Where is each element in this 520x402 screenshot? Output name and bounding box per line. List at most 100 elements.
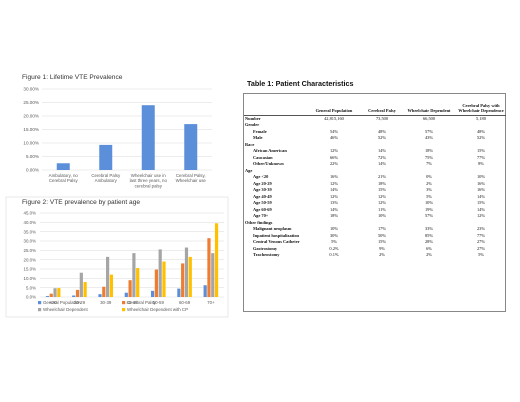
- cell-value: 48%: [476, 128, 486, 134]
- table-row: Age <20 16% 21% 0% 10%: [244, 174, 506, 181]
- y-tick-label: 30.00%: [23, 87, 39, 92]
- table-body: Number 42,815,160 73,500 66,500 5,180 Gender F…: [244, 114, 506, 259]
- y-tick-label: 25.00%: [23, 100, 39, 105]
- table-row: Other findings: [244, 220, 506, 227]
- cell-value: 12%: [329, 148, 339, 153]
- x-tick-label: 70+: [207, 300, 215, 305]
- x-tick-label: 40-49: [126, 300, 138, 305]
- y-tick-label: 5.00%: [26, 154, 39, 159]
- table-row: Male 46% 52% 43% 52%: [244, 135, 506, 142]
- cell-value: 52%: [476, 135, 486, 140]
- cell-value: 57%: [424, 213, 434, 218]
- cell-value: 52%: [377, 135, 387, 140]
- bar: [57, 288, 61, 297]
- table-row: Age 70+ 18% 10% 57% 12%: [244, 213, 506, 220]
- table-row: Malignant neoplasm 10% 17% 33% 23%: [244, 226, 506, 233]
- cell-value: 12%: [377, 200, 387, 205]
- cell-value: 18%: [424, 148, 434, 153]
- bar: [211, 253, 215, 297]
- bar: [106, 256, 110, 297]
- y-tick-label: 5.0%: [26, 285, 36, 290]
- cell-value: 73,500: [362, 114, 402, 122]
- bar: [214, 223, 219, 297]
- table-row: Race: [244, 142, 506, 149]
- table-row: Other/Unknown 22% 14% 7% 8%: [244, 161, 506, 168]
- bar: [72, 295, 76, 297]
- cell-value: 16%: [329, 174, 339, 179]
- y-tick-label: 45.0%: [24, 211, 37, 216]
- bar: [162, 261, 166, 297]
- row-label: Malignant neoplasm: [253, 226, 292, 231]
- y-tick-label: 40.0%: [24, 220, 37, 225]
- bar: [45, 296, 50, 297]
- table-header-cp-wheelchair-text: Cerebral Palsy with Wheelchair Dependenc…: [458, 102, 504, 113]
- row-label: Inpatient hospitalization: [253, 232, 299, 238]
- y-tick-label: 15.00%: [23, 127, 39, 132]
- cell-value: 15%: [476, 200, 486, 205]
- cell-value: 10%: [476, 174, 486, 179]
- figure1-title: Figure 1: Lifetime VTE Prevalence: [22, 74, 123, 81]
- cell-value: 2%: [426, 252, 432, 257]
- row-label: African American: [253, 148, 287, 153]
- table-row: Gender: [244, 122, 506, 129]
- bar: [158, 249, 162, 297]
- cell-value: 85%: [424, 232, 434, 238]
- table-row: Age 30-39 14% 15% 3% 16%: [244, 187, 506, 194]
- legend-label: Cerebral Palsy: [127, 300, 157, 305]
- cell-value: 6%: [426, 245, 432, 251]
- bar: [109, 274, 114, 297]
- cell-value: 3%: [426, 187, 432, 192]
- bar: [207, 238, 211, 297]
- legend-label: Wheelchair Dependent: [43, 307, 88, 312]
- cell-value: 14%: [377, 161, 387, 166]
- x-tick-label: Cerebral Palsy: [49, 178, 79, 183]
- x-tick-label: 60-69: [179, 300, 191, 305]
- x-tick-label: 50-59: [153, 300, 165, 305]
- bar: [99, 144, 113, 170]
- cell-value: 11%: [378, 206, 386, 212]
- bar: [79, 272, 83, 297]
- cell-value: 57%: [424, 128, 434, 134]
- bar: [184, 124, 198, 170]
- cell-value: 17%: [377, 226, 387, 231]
- cell-value: 33%: [424, 226, 434, 231]
- cell-value: 14%: [329, 187, 339, 192]
- row-label: Age 60-69: [253, 206, 272, 212]
- cell-value: 18%: [377, 180, 387, 186]
- cell-value: 15%: [377, 187, 387, 192]
- cell-value: 16%: [476, 187, 486, 192]
- row-label: Race: [245, 141, 255, 147]
- y-tick-label: 25.0%: [24, 248, 37, 253]
- table-header-general-population: General Population: [306, 93, 362, 116]
- table-header-row: General Population Cerebral Palsy Wheelc…: [244, 93, 506, 116]
- cell-value: 8%: [478, 161, 484, 166]
- cell-value: 18%: [329, 213, 339, 218]
- cell-value: 12%: [329, 180, 339, 186]
- cell-value: 48%: [377, 128, 387, 134]
- cell-value: 75%: [424, 154, 434, 160]
- cell-value: 77%: [476, 154, 486, 160]
- row-label: Age 50-59: [253, 200, 272, 205]
- cell-value: 15%: [377, 239, 387, 244]
- legend-swatch: [122, 301, 126, 305]
- y-tick-label: 15.0%: [24, 267, 37, 272]
- y-tick-label: 10.00%: [23, 141, 39, 146]
- row-label: Age 30-39: [253, 187, 272, 192]
- x-tick-label: Wheelchair use in: [131, 173, 166, 178]
- legend-swatch: [38, 301, 42, 305]
- cell-value: 66,500: [402, 114, 456, 122]
- y-tick-label: 20.00%: [23, 114, 39, 119]
- cell-value: 12%: [476, 213, 486, 218]
- x-tick-label: last three years, no: [130, 178, 168, 183]
- bar: [203, 285, 207, 297]
- table-header-cp-wheelchair: Cerebral Palsy with Wheelchair Dependenc…: [456, 93, 506, 116]
- x-tick-label: Cerebral Palsy: [91, 173, 121, 178]
- legend-swatch: [122, 308, 126, 312]
- x-tick-label: <20: [49, 300, 57, 305]
- bar: [124, 292, 128, 297]
- cell-value: 14%: [329, 206, 339, 212]
- row-label: Age 20-29: [253, 180, 272, 186]
- y-tick-label: 30.0%: [24, 239, 37, 244]
- cell-value: 30%: [329, 232, 339, 238]
- cell-value: 5%: [478, 252, 484, 257]
